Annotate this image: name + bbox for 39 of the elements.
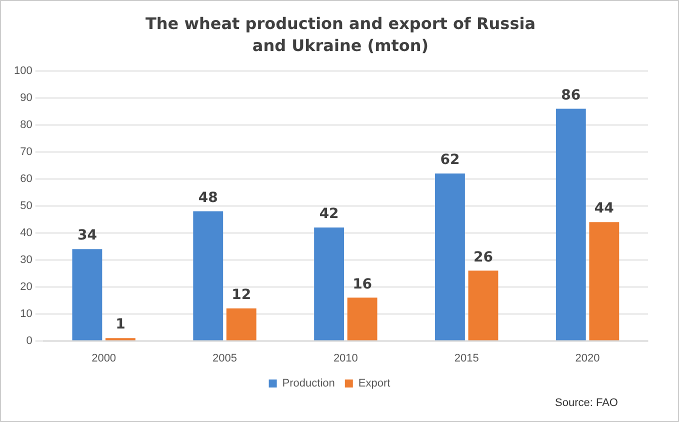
x-tick-label: 2020 <box>575 352 600 364</box>
data-label: 48 <box>198 190 218 206</box>
bar <box>193 211 224 340</box>
source-note: Source: FAO <box>555 397 618 409</box>
bar <box>556 108 586 340</box>
bar <box>589 222 620 340</box>
x-tick-label: 2015 <box>454 352 479 364</box>
x-tick-label: 2000 <box>92 352 116 364</box>
y-tick-label: 10 <box>20 308 32 320</box>
data-label: 86 <box>561 87 581 104</box>
data-label: 26 <box>473 249 493 266</box>
y-tick-label: 100 <box>14 65 32 78</box>
bar <box>435 174 465 340</box>
y-tick-label: 80 <box>20 118 32 131</box>
y-tick-label: 70 <box>20 146 32 158</box>
data-label: 44 <box>594 200 614 217</box>
bar <box>226 308 256 340</box>
x-tick-label: 2010 <box>333 352 358 364</box>
y-tick-label: 40 <box>20 226 32 239</box>
data-label: 62 <box>440 152 460 168</box>
chart-title: The wheat production and export of Russia and Ukraine (mton) <box>144 13 536 57</box>
data-label: 34 <box>77 228 98 244</box>
y-tick-label: 30 <box>20 254 32 266</box>
data-label: 12 <box>232 287 252 304</box>
y-tick-label: 90 <box>20 92 32 104</box>
y-tick-label: 0 <box>26 334 32 347</box>
y-tick-label: 60 <box>20 172 32 185</box>
bar <box>314 227 344 340</box>
legend-label: Production <box>282 378 335 390</box>
legend-label: Export <box>358 378 390 390</box>
y-tick-label: 20 <box>20 280 32 293</box>
data-label: 16 <box>352 276 372 292</box>
bar <box>468 270 498 340</box>
bar <box>72 249 102 340</box>
data-label: 1 <box>116 316 126 333</box>
y-tick-label: 50 <box>20 200 32 212</box>
bar <box>347 298 378 340</box>
x-tick-label: 2005 <box>212 352 237 364</box>
data-label: 42 <box>319 206 339 222</box>
